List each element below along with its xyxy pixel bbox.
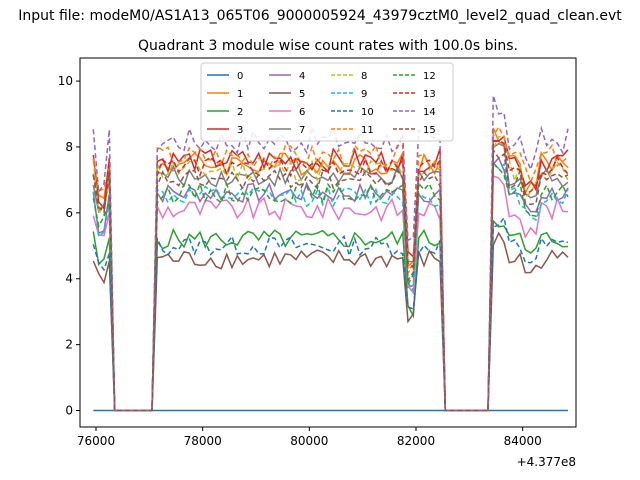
x-tick-label: 82000	[397, 434, 435, 448]
series-line-15	[92, 147, 569, 412]
series-line-4	[92, 156, 569, 412]
legend-box	[200, 62, 454, 142]
x-tick-label: 84000	[504, 434, 542, 448]
y-tick-label: 4	[65, 272, 73, 286]
legend-label-8: 8	[361, 71, 367, 82]
series-layer	[92, 95, 569, 412]
series-line-5	[92, 231, 569, 412]
y-tick-label: 10	[58, 74, 73, 88]
series-line-7	[92, 142, 569, 412]
legend-label-10: 10	[361, 107, 374, 118]
legend-label-15: 15	[423, 125, 436, 136]
x-tick-label: 76000	[77, 434, 115, 448]
series-line-6	[92, 174, 569, 412]
suptitle: Input file: modeM0/AS1A13_065T06_9000005…	[18, 8, 622, 24]
series-line-9	[92, 163, 569, 412]
legend-label-2: 2	[237, 107, 243, 118]
x-offset-label: +4.377e8	[517, 455, 576, 469]
legend-label-14: 14	[423, 107, 436, 118]
plot-frame	[79, 57, 577, 428]
x-axis: 76000 78000 80000 82000 84000	[77, 427, 542, 448]
y-axis: 0 2 4 6 8 10	[58, 74, 80, 418]
legend-label-4: 4	[299, 71, 305, 82]
legend-label-0: 0	[237, 71, 243, 82]
series-line-12	[92, 161, 569, 412]
series-line-10	[92, 216, 569, 412]
legend-label-6: 6	[299, 107, 305, 118]
y-tick-label: 0	[65, 404, 73, 418]
legend-label-3: 3	[237, 125, 243, 136]
y-tick-label: 8	[65, 140, 73, 154]
legend-label-11: 11	[361, 125, 374, 136]
series-line-1	[92, 127, 569, 412]
legend-label-9: 9	[361, 89, 367, 100]
series-line-11	[92, 125, 569, 412]
x-tick-label: 80000	[290, 434, 328, 448]
y-tick-label: 6	[65, 206, 73, 220]
x-tick-label: 78000	[184, 434, 222, 448]
series-line-13	[92, 139, 569, 412]
legend-label-5: 5	[299, 89, 305, 100]
y-tick-label: 2	[65, 338, 73, 352]
series-line-2	[92, 219, 569, 412]
legend-label-1: 1	[237, 89, 243, 100]
legend-label-13: 13	[423, 89, 436, 100]
legend-label-12: 12	[423, 71, 436, 82]
chart-title: Quadrant 3 module wise count rates with …	[138, 38, 518, 54]
legend-label-7: 7	[299, 125, 305, 136]
